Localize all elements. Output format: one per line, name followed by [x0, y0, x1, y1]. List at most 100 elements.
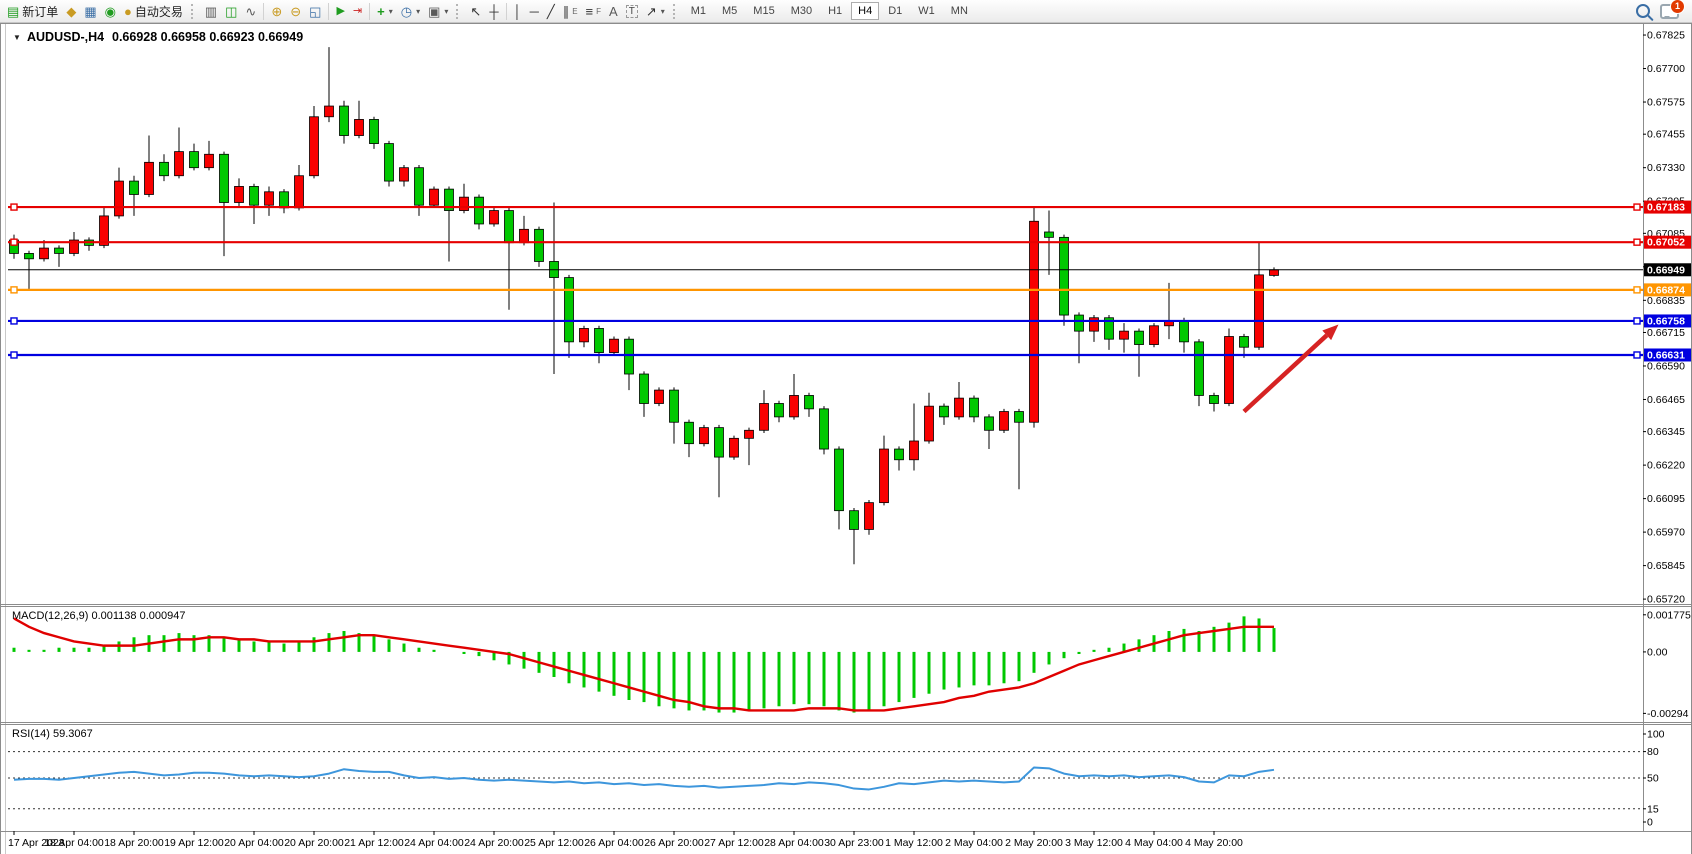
- candle-chart-button[interactable]: ◫: [221, 1, 241, 21]
- candle-body: [1179, 320, 1189, 343]
- bar-chart-button[interactable]: ▥: [201, 1, 221, 21]
- price-chart[interactable]: ▼ AUDUSD-,H4 0.66928 0.66958 0.66923 0.669…: [0, 23, 1692, 854]
- vertical-line-icon: │: [513, 3, 522, 19]
- charts-window-button[interactable]: ▦: [80, 1, 100, 21]
- toolbar-grip[interactable]: [456, 3, 462, 19]
- candle-body: [459, 196, 469, 211]
- time-tick: 17 Apr 2023: [8, 837, 65, 849]
- line-handle[interactable]: [10, 238, 18, 246]
- macd-tick: 0.00: [1647, 646, 1668, 658]
- brush-button[interactable]: ◆: [62, 1, 80, 21]
- candle-body: [969, 397, 979, 418]
- chart-shift-icon: ⇥: [352, 4, 363, 17]
- line-chart-button[interactable]: ∿: [241, 1, 260, 21]
- timeframe-button-mn[interactable]: MN: [950, 5, 968, 17]
- level-line-0.66758[interactable]: [8, 317, 1643, 325]
- timeframe-button-h1[interactable]: H1: [828, 5, 843, 17]
- chart-shift-button[interactable]: ⇥: [349, 1, 366, 21]
- time-tick: 30 Apr 23:00: [824, 837, 884, 849]
- timeframe-button-m5[interactable]: M5: [722, 5, 738, 17]
- template-icon: ▣: [428, 3, 441, 19]
- candle-body: [699, 427, 709, 445]
- new-order-button[interactable]: ▤ 新订单: [3, 1, 62, 21]
- line-handle[interactable]: [10, 286, 18, 294]
- line-handle[interactable]: [10, 203, 18, 211]
- level-line-0.66631[interactable]: [8, 351, 1643, 359]
- rsi-tick: 100: [1647, 729, 1665, 741]
- up-arrow-annotation[interactable]: [1242, 324, 1339, 414]
- candle-body: [1089, 317, 1099, 332]
- line-handle[interactable]: [1633, 351, 1641, 359]
- candle-body: [159, 161, 169, 177]
- timeframe-button-m30[interactable]: M30: [790, 5, 813, 17]
- symbol-dropdown-icon[interactable]: ▼: [13, 33, 21, 42]
- zoom-out-button[interactable]: ⊖: [286, 1, 305, 21]
- arrows-tool-button[interactable]: ↗ ▾: [642, 1, 669, 21]
- crosshair-icon: ┼: [489, 3, 499, 19]
- toolbar-grip[interactable]: [672, 3, 679, 19]
- signal-button[interactable]: ◉: [101, 1, 120, 21]
- candle-body: [1209, 395, 1219, 404]
- candle-body: [1074, 314, 1084, 332]
- timeframe-button-w1[interactable]: W1: [918, 5, 935, 17]
- svg-text:0.66874: 0.66874: [1647, 284, 1685, 296]
- charts-window-icon: ▦: [84, 3, 97, 19]
- period-button[interactable]: ◷ ▾: [397, 1, 424, 21]
- time-tick: 1 May 12:00: [885, 837, 943, 849]
- time-tick: 18 Apr 04:00: [44, 837, 104, 849]
- chart-title: ▼ AUDUSD-,H4 0.66928 0.66958 0.66923 0.669…: [13, 30, 303, 44]
- template-button[interactable]: ▣ ▾: [424, 1, 452, 21]
- candle-body: [1254, 274, 1264, 348]
- price-tick: 0.67455: [1647, 129, 1685, 141]
- line-handle[interactable]: [1633, 203, 1641, 211]
- text-tool-button[interactable]: A: [605, 1, 622, 21]
- trendline-icon: ╱: [546, 3, 555, 19]
- line-handle[interactable]: [10, 351, 18, 359]
- candle-body: [39, 247, 49, 260]
- auto-scroll-button[interactable]: ▶: [332, 1, 348, 21]
- candle-body: [144, 161, 154, 195]
- level-line-0.67052[interactable]: [8, 238, 1643, 246]
- crosshair-tool-button[interactable]: ┼: [485, 1, 502, 21]
- line-handle[interactable]: [10, 317, 18, 325]
- line-handle[interactable]: [1633, 286, 1641, 294]
- level-line-0.67183[interactable]: [8, 203, 1643, 211]
- timeframe-button-m1[interactable]: M1: [690, 5, 707, 17]
- zoom-out-icon: ⊖: [290, 3, 302, 19]
- channel-tool-button[interactable]: ∥ E: [559, 1, 582, 21]
- horizontal-line-tool-button[interactable]: ─: [526, 1, 543, 21]
- candle-body: [669, 389, 679, 423]
- add-indicator-button[interactable]: + ▾: [373, 1, 397, 21]
- timeframe-button-m15[interactable]: M15: [753, 5, 775, 17]
- trendline-tool-button[interactable]: ╱: [543, 1, 559, 21]
- level-price-badge: 0.66874: [1644, 283, 1691, 297]
- timeframe-button-h4[interactable]: H4: [851, 2, 880, 20]
- candle-body: [189, 151, 199, 169]
- timeframe-button-d1[interactable]: D1: [888, 5, 903, 17]
- price-tick: 0.66465: [1647, 394, 1685, 406]
- search-icon[interactable]: [1636, 4, 1650, 18]
- clock-icon: ◷: [400, 3, 413, 19]
- toolbar-grip[interactable]: [190, 3, 197, 19]
- autotrade-button[interactable]: ● 自动交易: [120, 1, 187, 21]
- time-tick: 25 Apr 12:00: [524, 837, 584, 849]
- line-handle[interactable]: [1633, 317, 1641, 325]
- chevron-down-icon: ▾: [660, 6, 665, 16]
- svg-text:0.67183: 0.67183: [1647, 202, 1685, 214]
- chevron-down-icon: ▾: [416, 6, 421, 16]
- tile-windows-button[interactable]: ◱: [305, 1, 325, 21]
- time-tick: 20 Apr 20:00: [284, 837, 344, 849]
- chat-icon[interactable]: 1: [1660, 0, 1685, 19]
- time-tick: 2 May 04:00: [945, 837, 1003, 849]
- text-label-tool-button[interactable]: T: [622, 1, 642, 21]
- price-tick: 0.66220: [1647, 460, 1685, 472]
- candle-body: [339, 105, 349, 136]
- line-handle[interactable]: [1633, 238, 1641, 246]
- vertical-line-tool-button[interactable]: │: [510, 1, 526, 21]
- candle-body: [279, 191, 289, 209]
- cursor-tool-button[interactable]: ↖: [466, 1, 485, 21]
- fibonacci-tool-button[interactable]: ≡ F: [582, 1, 605, 21]
- candle-body: [534, 228, 544, 262]
- zoom-in-button[interactable]: ⊕: [267, 1, 286, 21]
- level-line-0.66874[interactable]: [8, 286, 1643, 294]
